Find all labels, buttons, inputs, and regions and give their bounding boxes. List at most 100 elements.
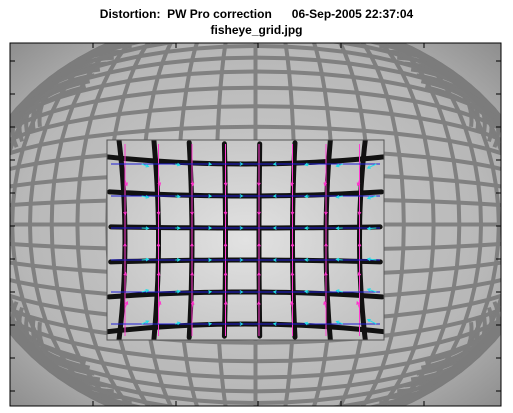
- corrected-image-background: [107, 140, 384, 340]
- grid-line-horizontal: [10, 324, 501, 380]
- displacement-vector-v-head: [290, 182, 294, 187]
- displacement-vector-h-head: [366, 318, 371, 323]
- displacement-vector-h: [336, 258, 343, 261]
- grid-line-horizontal: [24, 43, 487, 137]
- displacement-vector-h-head: [208, 322, 213, 326]
- grid-line-horizontal: [10, 124, 501, 156]
- displacement-vector-h-head: [304, 258, 309, 262]
- grid-line-horizontal: [10, 301, 501, 406]
- displacement-vector-v-head: [257, 242, 261, 247]
- grid-line-horizontal: [10, 306, 501, 345]
- displacement-vector-h-head: [335, 226, 340, 231]
- displacement-vector-h-head: [304, 162, 309, 167]
- displacement-vector-h-head: [272, 258, 277, 262]
- displacement-vector-v-head: [323, 182, 328, 187]
- displacement-vector-h-head: [145, 163, 150, 168]
- displacement-vector-h-head: [145, 289, 150, 293]
- displacement-vector-h: [141, 195, 149, 198]
- displacement-vector-h: [367, 195, 377, 199]
- overlay-group: [111, 144, 380, 336]
- grid-line-horizontal: [10, 85, 501, 132]
- displacement-vector-h-head: [304, 289, 309, 294]
- displacement-vector-h-head: [208, 194, 213, 198]
- displacement-vector-v-head: [223, 211, 228, 216]
- axes-box: [9, 42, 502, 407]
- grid-line-horizontal: [10, 104, 501, 143]
- displacement-vector-h: [336, 195, 343, 198]
- displacement-vector-v-head: [190, 211, 194, 216]
- distortion-overlay: [111, 144, 380, 336]
- displacement-vector-v-head: [223, 271, 228, 276]
- grid-line-horizontal: [10, 317, 501, 364]
- displacement-vector-h: [141, 163, 149, 168]
- displacement-vector-h-head: [145, 195, 150, 199]
- displacement-vector-h-head: [208, 290, 213, 294]
- displacement-vector-h-head: [335, 163, 340, 168]
- displacement-vector-h: [367, 163, 377, 169]
- displacement-vector-h: [336, 289, 343, 293]
- displacement-vector-h-head: [208, 226, 213, 230]
- grid-line-horizontal: [37, 322, 474, 406]
- grid-line-horizontal: [10, 69, 501, 125]
- displacement-vector-v-head: [257, 271, 261, 276]
- displacement-vector-v-head: [157, 300, 162, 305]
- figure-title: Distortion: PW Pro correction 06-Sep-200…: [99, 7, 414, 21]
- displacement-vector-h-head: [366, 226, 371, 231]
- displacement-vector-h-head: [366, 288, 371, 292]
- displacement-vector-v: [158, 301, 161, 309]
- displacement-vector-v-head: [124, 182, 128, 187]
- displacement-vector-v-head: [223, 242, 228, 247]
- displacement-vector-h-head: [335, 320, 340, 325]
- displacement-vector-h-head: [176, 162, 181, 167]
- displacement-vector-v-head: [156, 271, 161, 276]
- displacement-vector-h-head: [304, 321, 309, 326]
- displacement-vector-v-head: [156, 211, 161, 216]
- displacement-vector-v-head: [257, 182, 261, 187]
- displacement-vector-v-head: [190, 242, 194, 247]
- grid-line-horizontal: [10, 328, 501, 394]
- displacement-vector-h-head: [176, 257, 181, 262]
- displacement-vector-h-head: [176, 289, 181, 294]
- displacement-vector-h: [141, 320, 149, 325]
- displacement-vector-v: [124, 301, 128, 309]
- displacement-vector-v: [356, 301, 360, 309]
- figure-subtitle-filename: fisheye_grid.jpg: [210, 23, 303, 37]
- displacement-vector-v-head: [356, 182, 361, 187]
- displacement-vector-h-head: [239, 162, 244, 166]
- displacement-vector-h-head: [272, 226, 277, 230]
- displacement-vector-v-head: [257, 211, 261, 216]
- displacement-vector-h-head: [239, 258, 244, 262]
- corrected-image-region: [106, 139, 385, 341]
- displacement-vector-h-head: [145, 257, 150, 262]
- displacement-vector-v-head: [123, 211, 127, 216]
- displacement-vector-v-head: [323, 300, 327, 305]
- displacement-vector-v-head: [290, 271, 295, 276]
- displacement-vector-v-head: [223, 182, 228, 187]
- displacement-vector-v-head: [190, 300, 195, 305]
- displacement-vector-h: [336, 163, 343, 167]
- displacement-vector-h-head: [272, 162, 277, 166]
- displacement-vector-v-head: [190, 182, 195, 187]
- grid-line-horizontal: [30, 317, 481, 406]
- displacement-vector-v-head: [324, 271, 328, 276]
- displacement-vector-h-head: [272, 322, 277, 326]
- displacement-vector-v: [323, 301, 327, 309]
- displacement-vector-v-head: [223, 300, 228, 305]
- axis-ticks: [9, 43, 501, 406]
- displacement-vector-v-head: [124, 300, 129, 305]
- displacement-vector-h-head: [239, 194, 244, 198]
- displacement-vector-v-head: [324, 242, 328, 247]
- displacement-vector-v-head: [357, 271, 362, 276]
- corrected-region-border: [106, 139, 385, 341]
- displacement-vector-h-head: [176, 194, 181, 199]
- displacement-vector-h-head: [304, 194, 309, 199]
- grid-line-horizontal: [10, 55, 501, 121]
- grid-line-horizontal: [17, 307, 494, 406]
- displacement-vector-v-head: [357, 242, 362, 247]
- displacement-vector-h-head: [335, 194, 340, 199]
- displacement-vector-h-head: [176, 321, 181, 326]
- displacement-vector-v-head: [123, 242, 127, 247]
- displacement-vector-h-head: [366, 257, 371, 262]
- displacement-vector-v-head: [290, 242, 295, 247]
